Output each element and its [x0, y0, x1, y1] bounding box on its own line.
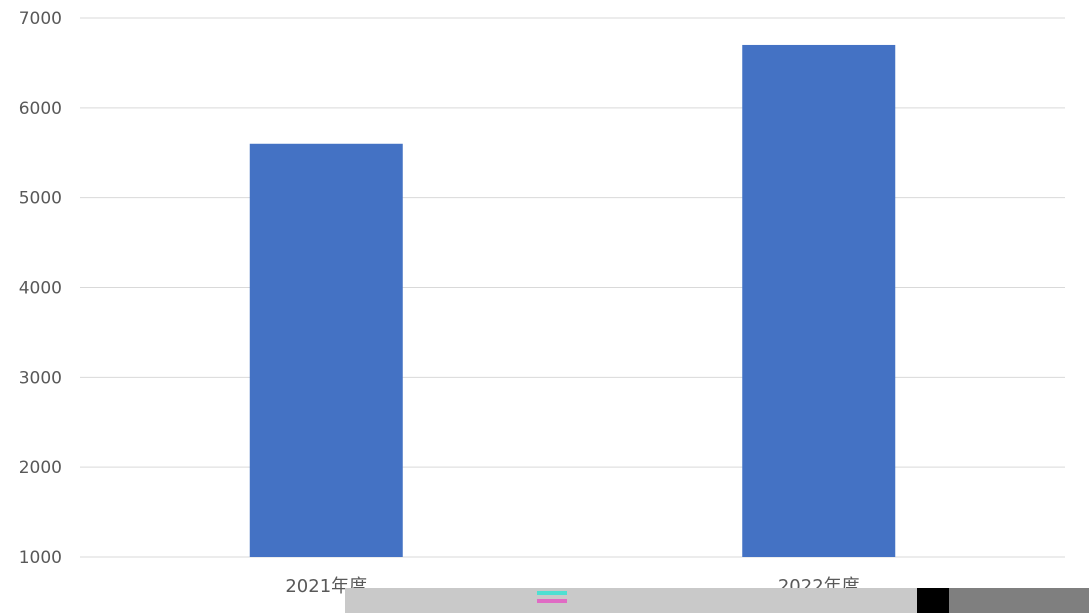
bar-1 [742, 44, 896, 557]
artifact-black-block [917, 588, 949, 613]
gridlines [80, 17, 1065, 558]
y-tick-label: 1000 [19, 548, 62, 568]
y-tick-label: 3000 [19, 368, 62, 388]
artifact-teal-line [537, 591, 567, 595]
artifact-dark-gray-block [949, 588, 1089, 613]
y-tick-label: 6000 [19, 99, 62, 119]
bar-0 [249, 143, 403, 557]
y-axis-tick-labels: 1000 2000 3000 4000 5000 6000 7000 [19, 9, 62, 568]
bars [249, 44, 896, 557]
artifact-pink-line [537, 599, 567, 603]
y-tick-label: 5000 [19, 189, 62, 209]
bottom-artifact-strip [345, 588, 1089, 613]
y-tick-label: 2000 [19, 458, 62, 478]
y-tick-label: 7000 [19, 9, 62, 29]
y-tick-label: 4000 [19, 279, 62, 299]
artifact-gray-block [345, 588, 917, 613]
